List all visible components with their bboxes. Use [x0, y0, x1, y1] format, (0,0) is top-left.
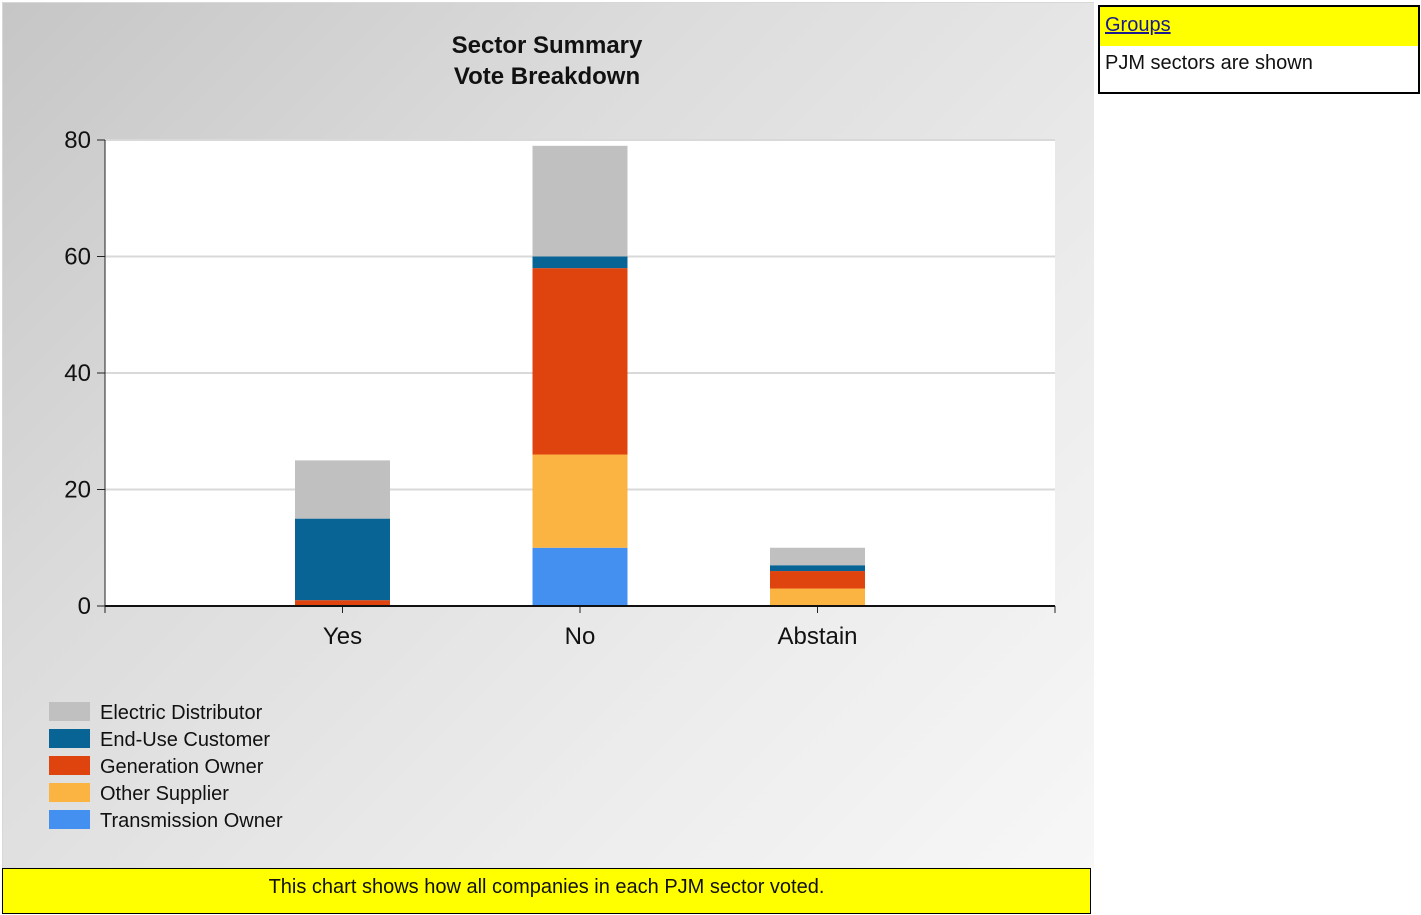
legend: Electric Distributor End-Use Customer Gene…: [49, 702, 283, 832]
bar-segment: [532, 547, 628, 606]
bar-segment: [295, 460, 390, 519]
y-tick-label: 0: [78, 593, 91, 620]
legend-swatch: [49, 783, 90, 802]
bar-segment: [532, 256, 628, 269]
bar-segment: [295, 600, 390, 606]
y-tick-label: 20: [64, 477, 91, 504]
bar-segment: [532, 145, 628, 257]
bar-segment: [770, 547, 865, 566]
legend-swatch: [49, 756, 90, 775]
x-tick-label: Yes: [323, 623, 362, 650]
legend-swatch: [49, 702, 90, 721]
chart-subtitle: Vote Breakdown: [454, 63, 640, 90]
bar-segment: [770, 588, 865, 606]
legend-swatch: [49, 729, 90, 748]
legend-label: Generation Owner: [100, 756, 264, 778]
bar-segment: [295, 518, 390, 601]
chart-footnote: This chart shows how all companies in ea…: [2, 868, 1091, 914]
x-tick-label: Abstain: [777, 623, 857, 650]
legend-label: Transmission Owner: [100, 810, 283, 832]
groups-link[interactable]: Groups: [1105, 14, 1171, 36]
y-tick-label: 40: [64, 360, 91, 387]
bar-segment: [770, 565, 865, 572]
axes: 0 20 40 60 80 Yes No Abstain: [64, 127, 1056, 650]
chart-panel: Sector Summary Vote Breakdown 0 20 40 60 80 Y…: [2, 2, 1094, 868]
x-tick-label: No: [565, 623, 596, 650]
bar-segment: [532, 454, 628, 548]
legend-label: End-Use Customer: [100, 729, 270, 751]
y-tick-label: 60: [64, 244, 91, 271]
legend-label: Other Supplier: [100, 783, 229, 805]
legend-swatch: [49, 810, 90, 829]
chart-title: Sector Summary: [452, 32, 643, 59]
bar-segment: [532, 268, 628, 455]
legend-label: Electric Distributor: [100, 702, 263, 724]
stacked-bar-chart: Sector Summary Vote Breakdown 0 20 40 60 80 Y…: [49, 32, 1056, 832]
bar-segment: [770, 571, 865, 589]
groups-description: PJM sectors are shown: [1105, 52, 1313, 74]
bars: [295, 145, 865, 606]
groups-header: Groups: [1100, 7, 1418, 46]
groups-panel: Groups PJM sectors are shown: [1098, 5, 1420, 94]
y-tick-label: 80: [64, 127, 91, 154]
